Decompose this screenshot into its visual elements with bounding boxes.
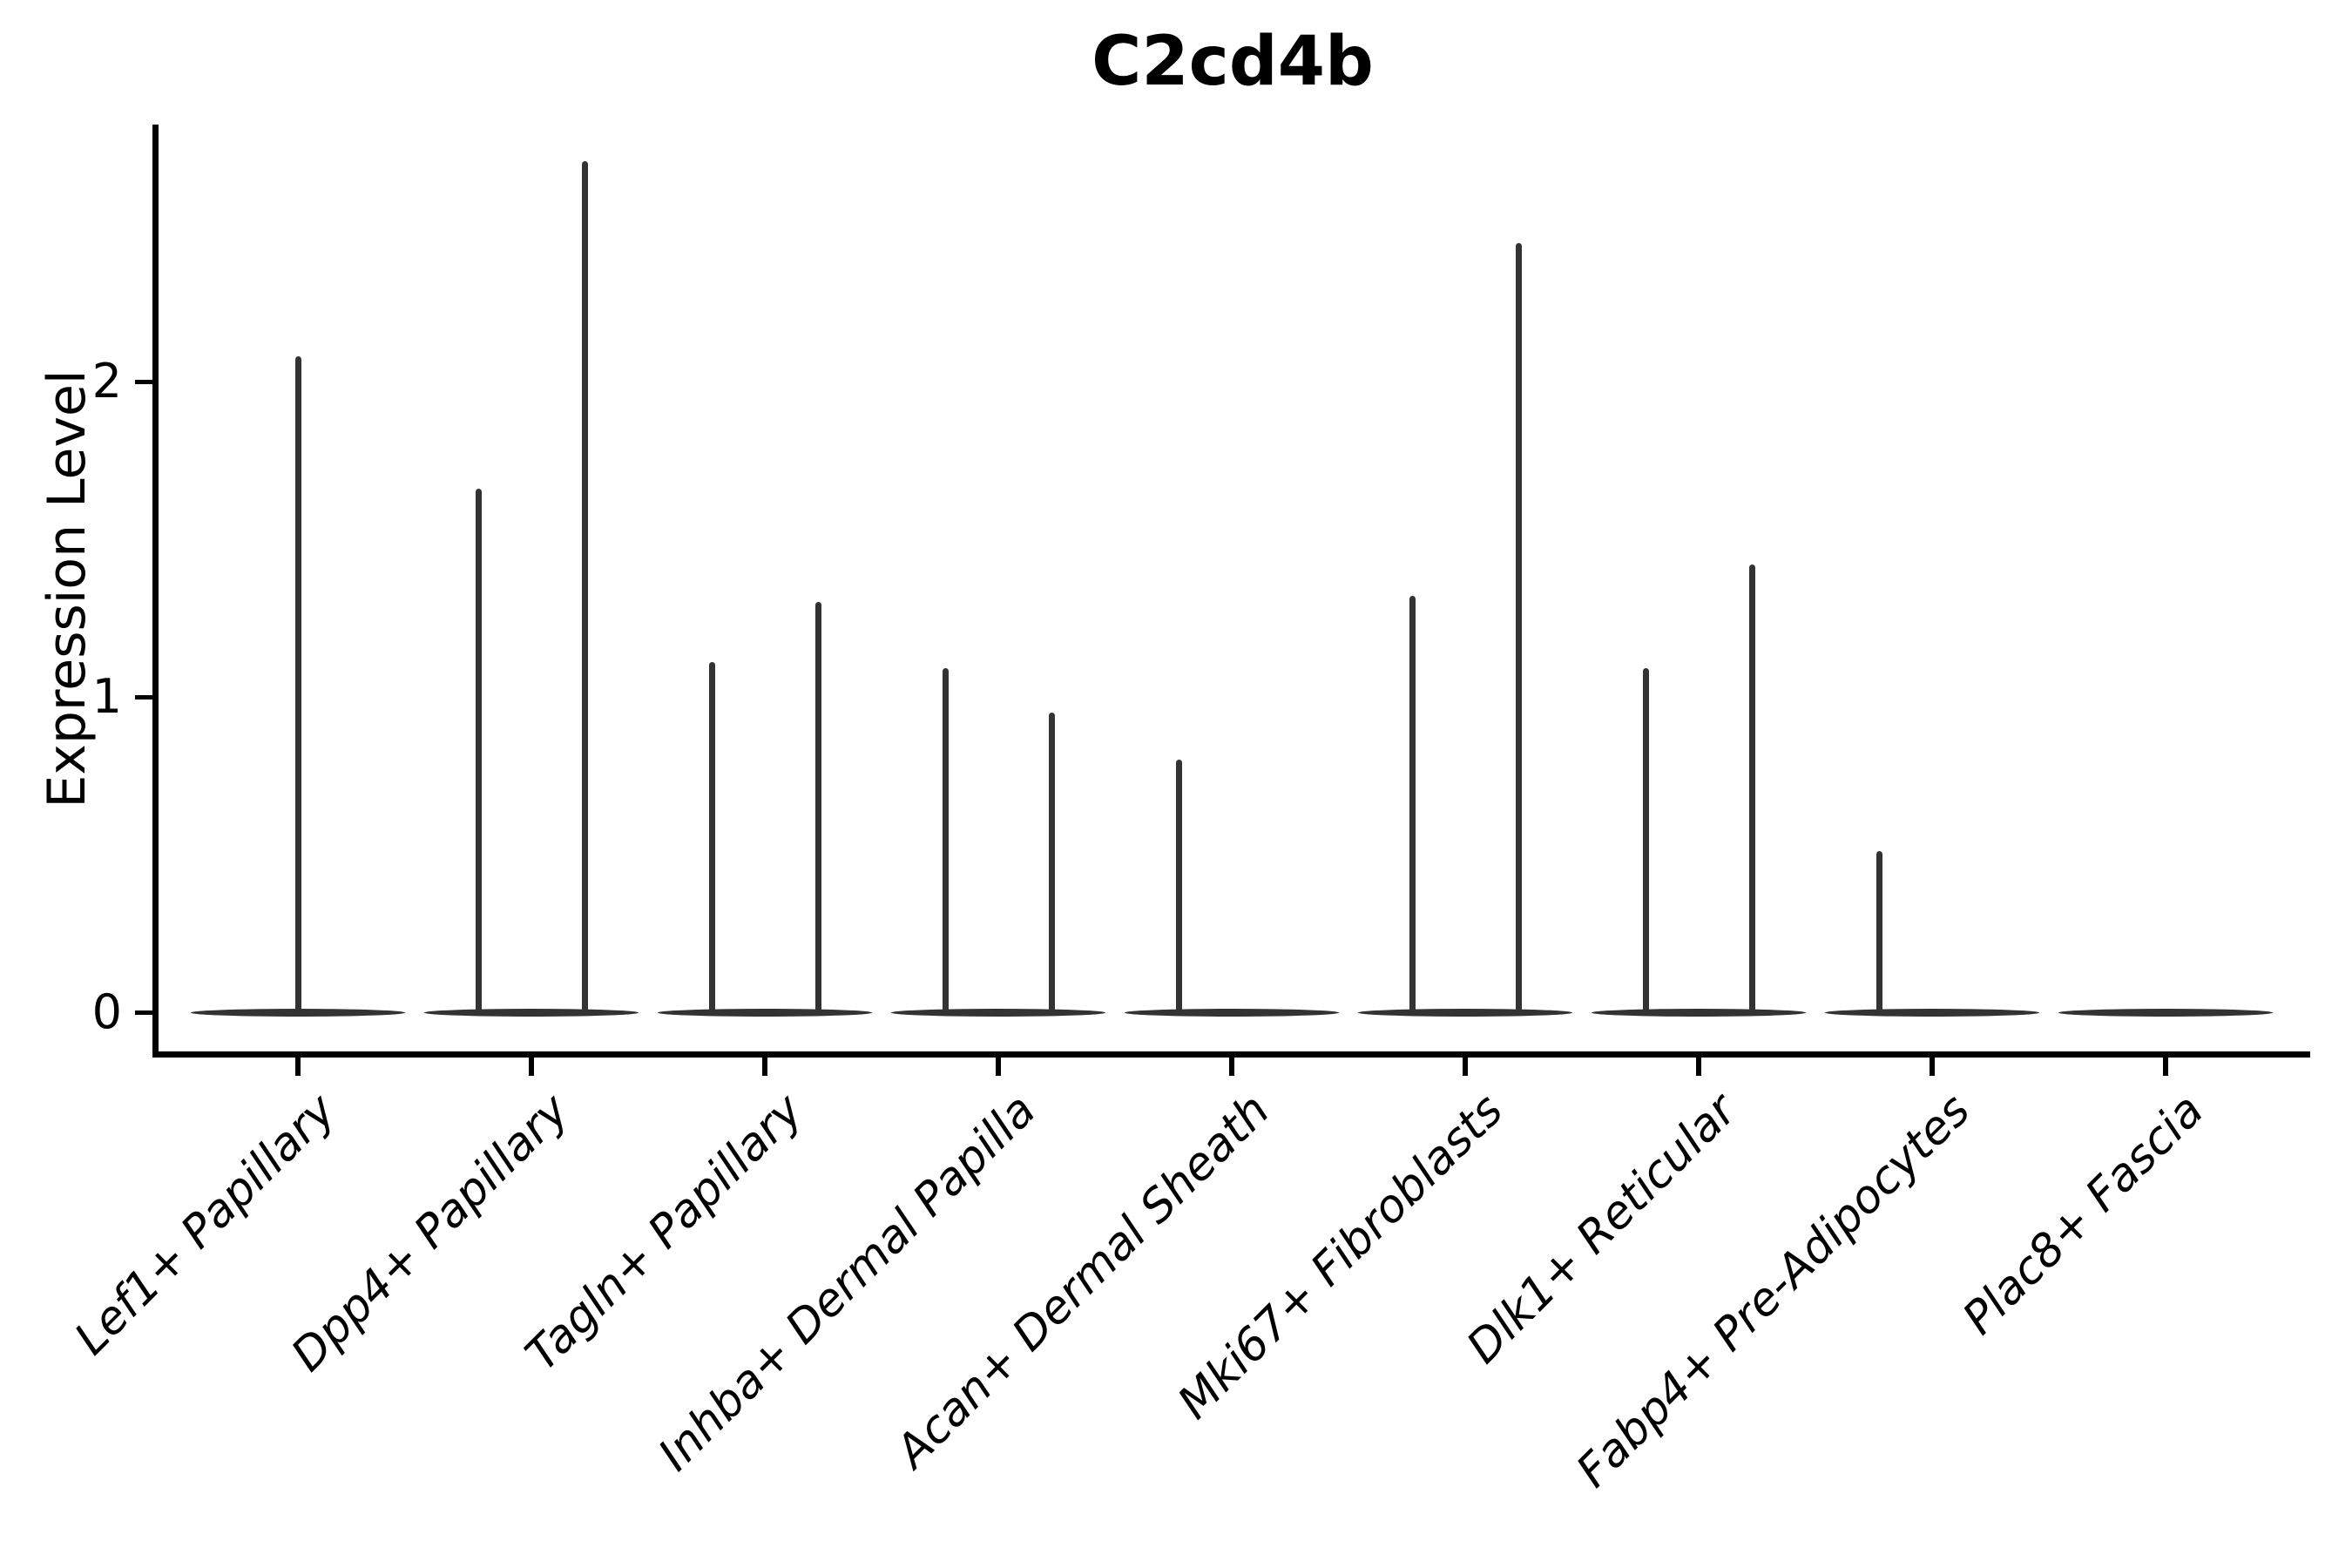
x-tick	[529, 1057, 534, 1076]
y-tick	[135, 694, 152, 700]
y-tick-label: 0	[91, 984, 122, 1039]
violin-spike	[814, 602, 821, 1012]
violin-spike	[475, 489, 482, 1012]
violin-spike	[1748, 564, 1755, 1012]
x-tick	[1930, 1057, 1935, 1076]
x-tick	[1229, 1057, 1234, 1076]
violin-base	[424, 1008, 639, 1017]
violin-base	[1125, 1008, 1339, 1017]
violin-base	[1358, 1008, 1572, 1017]
violin-spike	[1642, 668, 1649, 1012]
violin-base	[191, 1008, 405, 1017]
x-tick	[2163, 1057, 2168, 1076]
violin-spike	[294, 356, 301, 1012]
x-tick	[1696, 1057, 1701, 1076]
violin-spike	[1409, 596, 1416, 1012]
x-tick	[1463, 1057, 1468, 1076]
y-axis-spine	[152, 125, 159, 1057]
violin-base	[658, 1008, 872, 1017]
violin-base	[891, 1008, 1105, 1017]
x-axis-spine	[152, 1051, 2310, 1058]
x-tick-label: Fabp4+ Pre-Adipocytes	[1566, 1084, 1981, 1498]
y-tick-label: 1	[91, 669, 122, 724]
x-tick	[762, 1057, 767, 1076]
violin-spike	[1876, 851, 1882, 1012]
plot-title: C2cd4b	[1092, 23, 1374, 101]
violin-spike	[1175, 760, 1182, 1012]
y-tick	[135, 1010, 152, 1015]
y-tick	[135, 379, 152, 384]
x-tick-label: Inhba+ Dermal Papilla	[649, 1084, 1047, 1482]
violin-spike	[1515, 242, 1522, 1012]
violin-spike	[581, 160, 588, 1012]
violin-base	[1825, 1008, 2039, 1017]
violin-spike	[708, 662, 715, 1012]
violin-base	[2058, 1008, 2273, 1017]
x-tick-label: Acan+ Dermal Sheath	[886, 1084, 1281, 1478]
x-tick	[295, 1057, 301, 1076]
violin-spike	[1048, 713, 1055, 1012]
violin-base	[1592, 1008, 1806, 1017]
x-tick-label: Plac8+ Fascia	[1952, 1084, 2214, 1345]
violin-spike	[942, 668, 949, 1012]
y-axis-label: Expression Level	[37, 369, 98, 808]
x-tick	[996, 1057, 1001, 1076]
y-tick-label: 2	[91, 354, 122, 409]
